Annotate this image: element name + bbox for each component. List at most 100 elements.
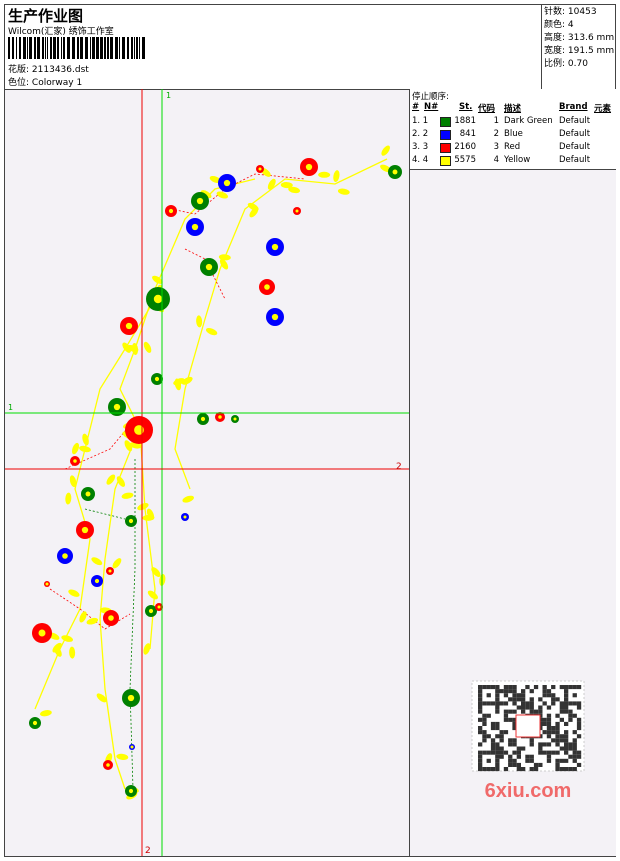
bar — [37, 37, 40, 59]
qr-cell — [576, 734, 582, 739]
qr-cell — [508, 709, 513, 714]
leaf — [112, 558, 122, 569]
qr-cell — [490, 767, 496, 772]
qr-cell — [572, 713, 577, 718]
leaf — [122, 342, 131, 353]
leaf — [152, 275, 163, 284]
description: Blue — [504, 129, 523, 139]
qr-cell — [499, 730, 504, 735]
qr-cell — [576, 750, 582, 755]
qr-cell — [568, 742, 573, 747]
column-header: St. — [459, 102, 473, 112]
qr-cell — [538, 709, 543, 714]
leaf — [196, 315, 203, 328]
qr-cell — [529, 758, 534, 763]
qr-cell — [478, 767, 483, 772]
jump-stitch — [184, 248, 226, 300]
leaf — [147, 590, 158, 600]
qr-cell — [482, 713, 487, 718]
leaf — [181, 376, 193, 385]
qr-cell — [542, 750, 547, 755]
bar — [107, 37, 109, 59]
info-label: 宽度: — [544, 46, 566, 56]
leaf — [79, 445, 91, 453]
bar — [57, 37, 59, 59]
qr-cell — [538, 762, 543, 767]
qr-cell — [503, 730, 509, 735]
qr-cell — [559, 758, 564, 763]
qr-cell — [572, 767, 577, 772]
flower-center — [264, 284, 270, 290]
leaf — [69, 646, 76, 659]
bar — [12, 37, 14, 59]
leaf — [52, 642, 62, 653]
qr-cell — [551, 701, 556, 706]
bar — [67, 37, 70, 59]
qr-cell — [503, 701, 509, 706]
qr-cell — [564, 701, 569, 706]
qr-cell — [568, 754, 573, 759]
flower-center — [127, 694, 135, 702]
design-line: 花版: 2113436.dst — [8, 62, 89, 75]
qr-cell — [512, 693, 517, 698]
qr-cell — [521, 693, 526, 698]
leaf — [68, 589, 80, 597]
qr-cell — [516, 754, 521, 759]
design-canvas: 1 1 2 2 — [5, 89, 409, 856]
qr-cell — [512, 762, 517, 767]
qr-cell — [495, 705, 500, 710]
jump-stitch — [129, 459, 136, 790]
color-swatch — [440, 130, 451, 140]
description: Red — [504, 142, 521, 152]
qr-cell — [521, 709, 526, 714]
worksheet: 生产作业图 Wilcom(汇家) 绣饰工作室 花版: 2113436.dst 色… — [4, 4, 616, 857]
bar — [92, 37, 95, 59]
qr-cell — [559, 746, 564, 751]
bar — [115, 37, 118, 59]
flower-center — [73, 459, 77, 463]
qr-cell — [555, 726, 560, 731]
info-label: 高度: — [544, 33, 566, 43]
qr-cell — [503, 685, 509, 690]
qr-cell — [551, 685, 556, 690]
leaf — [249, 207, 259, 218]
qr-cell — [503, 693, 509, 698]
bar — [110, 37, 113, 59]
index: 3. 3 — [412, 142, 429, 152]
stop-sequence: 停止顺序: # N# St. 代码 描述 Brand 元素 1. 1 1881 1 Dark Gre… — [410, 89, 616, 170]
qr-cell — [525, 758, 530, 763]
flower-center — [305, 163, 313, 171]
info-label: 颜色: — [544, 20, 566, 30]
qr-cell — [564, 758, 569, 763]
qr-cell — [499, 701, 504, 706]
qr-cell — [478, 726, 483, 731]
flower-center — [196, 197, 204, 205]
qr-cell — [538, 750, 543, 755]
qr-cell — [572, 758, 577, 763]
qr-cell — [490, 721, 496, 726]
bar — [8, 37, 10, 59]
leaf — [106, 474, 116, 485]
qr-cell — [551, 697, 556, 702]
flower-center — [271, 313, 279, 321]
studio: Wilcom(汇家) 绣饰工作室 — [8, 27, 114, 37]
leaf — [65, 492, 72, 505]
info-value: 4 — [567, 20, 574, 30]
qr-cell — [564, 734, 569, 739]
qr-cell — [542, 701, 547, 706]
qr-cell — [529, 701, 534, 706]
jump-stitch — [84, 508, 126, 520]
stitches: 1881 — [454, 116, 476, 126]
qr-cell — [478, 742, 483, 747]
qr-cell — [512, 726, 517, 731]
qr-cell — [551, 750, 556, 755]
qr-cell — [538, 746, 543, 751]
qr-cell — [576, 705, 582, 710]
qr-cell — [499, 754, 504, 759]
qr-cell — [555, 742, 560, 747]
qr-cell — [486, 758, 491, 763]
qr-cell — [508, 685, 513, 690]
qr-cell — [572, 685, 577, 690]
flower-center — [81, 526, 89, 534]
table-row: 4. 4 5575 4 Yellow Default — [410, 155, 616, 168]
